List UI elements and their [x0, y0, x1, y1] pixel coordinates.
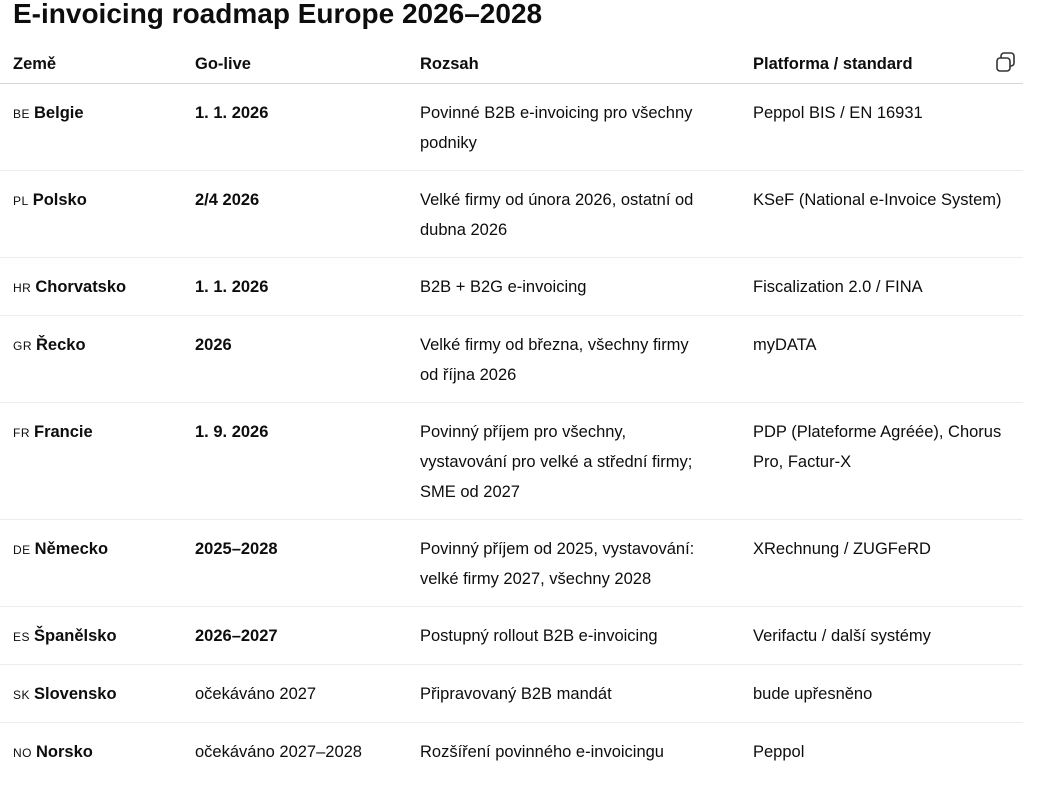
country-cell: GR Řecko — [0, 315, 182, 403]
scope-cell: Povinný příjem od 2025, vystavování: vel… — [407, 519, 740, 607]
country-code: PL — [13, 194, 29, 208]
country-name: Belgie — [34, 104, 84, 122]
column-header: Platforma / standard — [740, 44, 1023, 84]
column-header: Go-live — [182, 44, 407, 84]
title: E-invoicing roadmap Europe 2026–2028 — [13, 0, 543, 29]
platform-cell: Peppol — [753, 743, 805, 761]
platform-cell: KSeF (National e-Invoice System) — [740, 170, 1023, 258]
country-cell: BE Belgie — [0, 83, 182, 171]
country-name: Polsko — [32, 191, 87, 209]
go-live-cell: 2026 — [182, 315, 407, 403]
country-cell: FR Francie — [0, 402, 182, 520]
platform-cell: Verifactu / další systémy — [740, 606, 1023, 665]
go-live-cell: 1. 9. 2026 — [182, 402, 407, 520]
go-live-cell: 2025–2028 — [182, 519, 407, 607]
scope-cell: Velké firmy od února 2026, ostatní od du… — [407, 170, 740, 258]
table-row: BE Belgie 1. 1. 2026 Povinné B2B e-invoicin… — [0, 83, 1023, 171]
platform-cell: PDP (Plateforme Agréée), Chorus Pro, Fac… — [740, 402, 1023, 520]
table-row: NO Norsko očekáváno 2027–2028 Rozšíření pov… — [0, 723, 1023, 781]
go-live-cell: 2026–2027 — [182, 606, 407, 665]
country-name: Chorvatsko — [35, 278, 127, 296]
country-code: BE — [13, 107, 31, 121]
scope-cell: Rozšíření povinného e-invoicingu — [420, 743, 664, 761]
table-row: HR Chorvatsko 1. 1. 2026 B2B + B2G e-invoic… — [0, 257, 1023, 316]
column-header: Země — [0, 44, 182, 84]
table-row: GR Řecko 2026 Velké firmy od března, všechn… — [0, 315, 1023, 403]
country-code: SK — [13, 688, 31, 702]
country-name: Španělsko — [34, 627, 117, 645]
scope-cell: Postupný rollout B2B e-invoicing — [407, 606, 740, 665]
scope-cell: Povinný příjem pro všechny, vystavování … — [407, 402, 740, 520]
country-cell: ES Španělsko — [0, 606, 182, 665]
country-name: Řecko — [36, 336, 86, 354]
roadmap-table: Země Go-live Rozsah Platforma / standard BE… — [0, 44, 1023, 780]
platform-cell: bude upřesněno — [740, 664, 1023, 723]
country-code: DE — [13, 543, 31, 557]
go-live-cell: 2/4 2026 — [182, 170, 407, 258]
table-row: PL Polsko 2/4 2026 Velké firmy od února 202… — [0, 170, 1023, 258]
platform-cell: XRechnung / ZUGFeRD — [740, 519, 1023, 607]
country-name: Francie — [34, 423, 93, 441]
platform-cell: Peppol BIS / EN 16931 — [740, 83, 1023, 171]
country-cell: SK Slovensko — [0, 664, 182, 723]
country-cell: NO Norsko — [0, 723, 182, 781]
table-row: DE Německo 2025–2028 Povinný příjem od 2025… — [0, 519, 1023, 607]
country-code: NO — [13, 746, 32, 760]
country-cell: HR Chorvatsko — [0, 257, 182, 316]
country-code: ES — [13, 630, 31, 644]
scope-cell: Velké firmy od března, všechny firmy od … — [407, 315, 740, 403]
table-row: FR Francie 1. 9. 2026 Povinný příjem pro vš… — [0, 402, 1023, 520]
column-header: Rozsah — [407, 44, 740, 84]
header-row: Země Go-live Rozsah Platforma / standard — [0, 44, 1023, 84]
table-row: SK Slovensko očekáváno 2027 Připravovaný B2… — [0, 664, 1023, 723]
scope-cell: B2B + B2G e-invoicing — [407, 257, 740, 316]
country-name: Slovensko — [34, 685, 117, 703]
country-name: Norsko — [36, 743, 93, 761]
go-live-cell: 1. 1. 2026 — [182, 83, 407, 171]
country-cell: DE Německo — [0, 519, 182, 607]
platform-cell: Fiscalization 2.0 / FINA — [740, 257, 1023, 316]
country-code: FR — [13, 426, 30, 440]
country-name: Německo — [34, 540, 109, 558]
go-live-cell: 1. 1. 2026 — [182, 257, 407, 316]
country-code: GR — [13, 339, 32, 353]
platform-cell: myDATA — [740, 315, 1023, 403]
table-row: ES Španělsko 2026–2027 Postupný rollout B2B… — [0, 606, 1023, 665]
scope-cell: Povinné B2B e-invoicing pro všechny podn… — [407, 83, 740, 171]
country-code: HR — [13, 281, 32, 295]
scope-cell: Připravovaný B2B mandát — [407, 664, 740, 723]
go-live-cell: očekáváno 2027 — [182, 664, 407, 723]
go-live-cell: očekáváno 2027–2028 — [195, 743, 362, 761]
country-cell: PL Polsko — [0, 170, 182, 258]
